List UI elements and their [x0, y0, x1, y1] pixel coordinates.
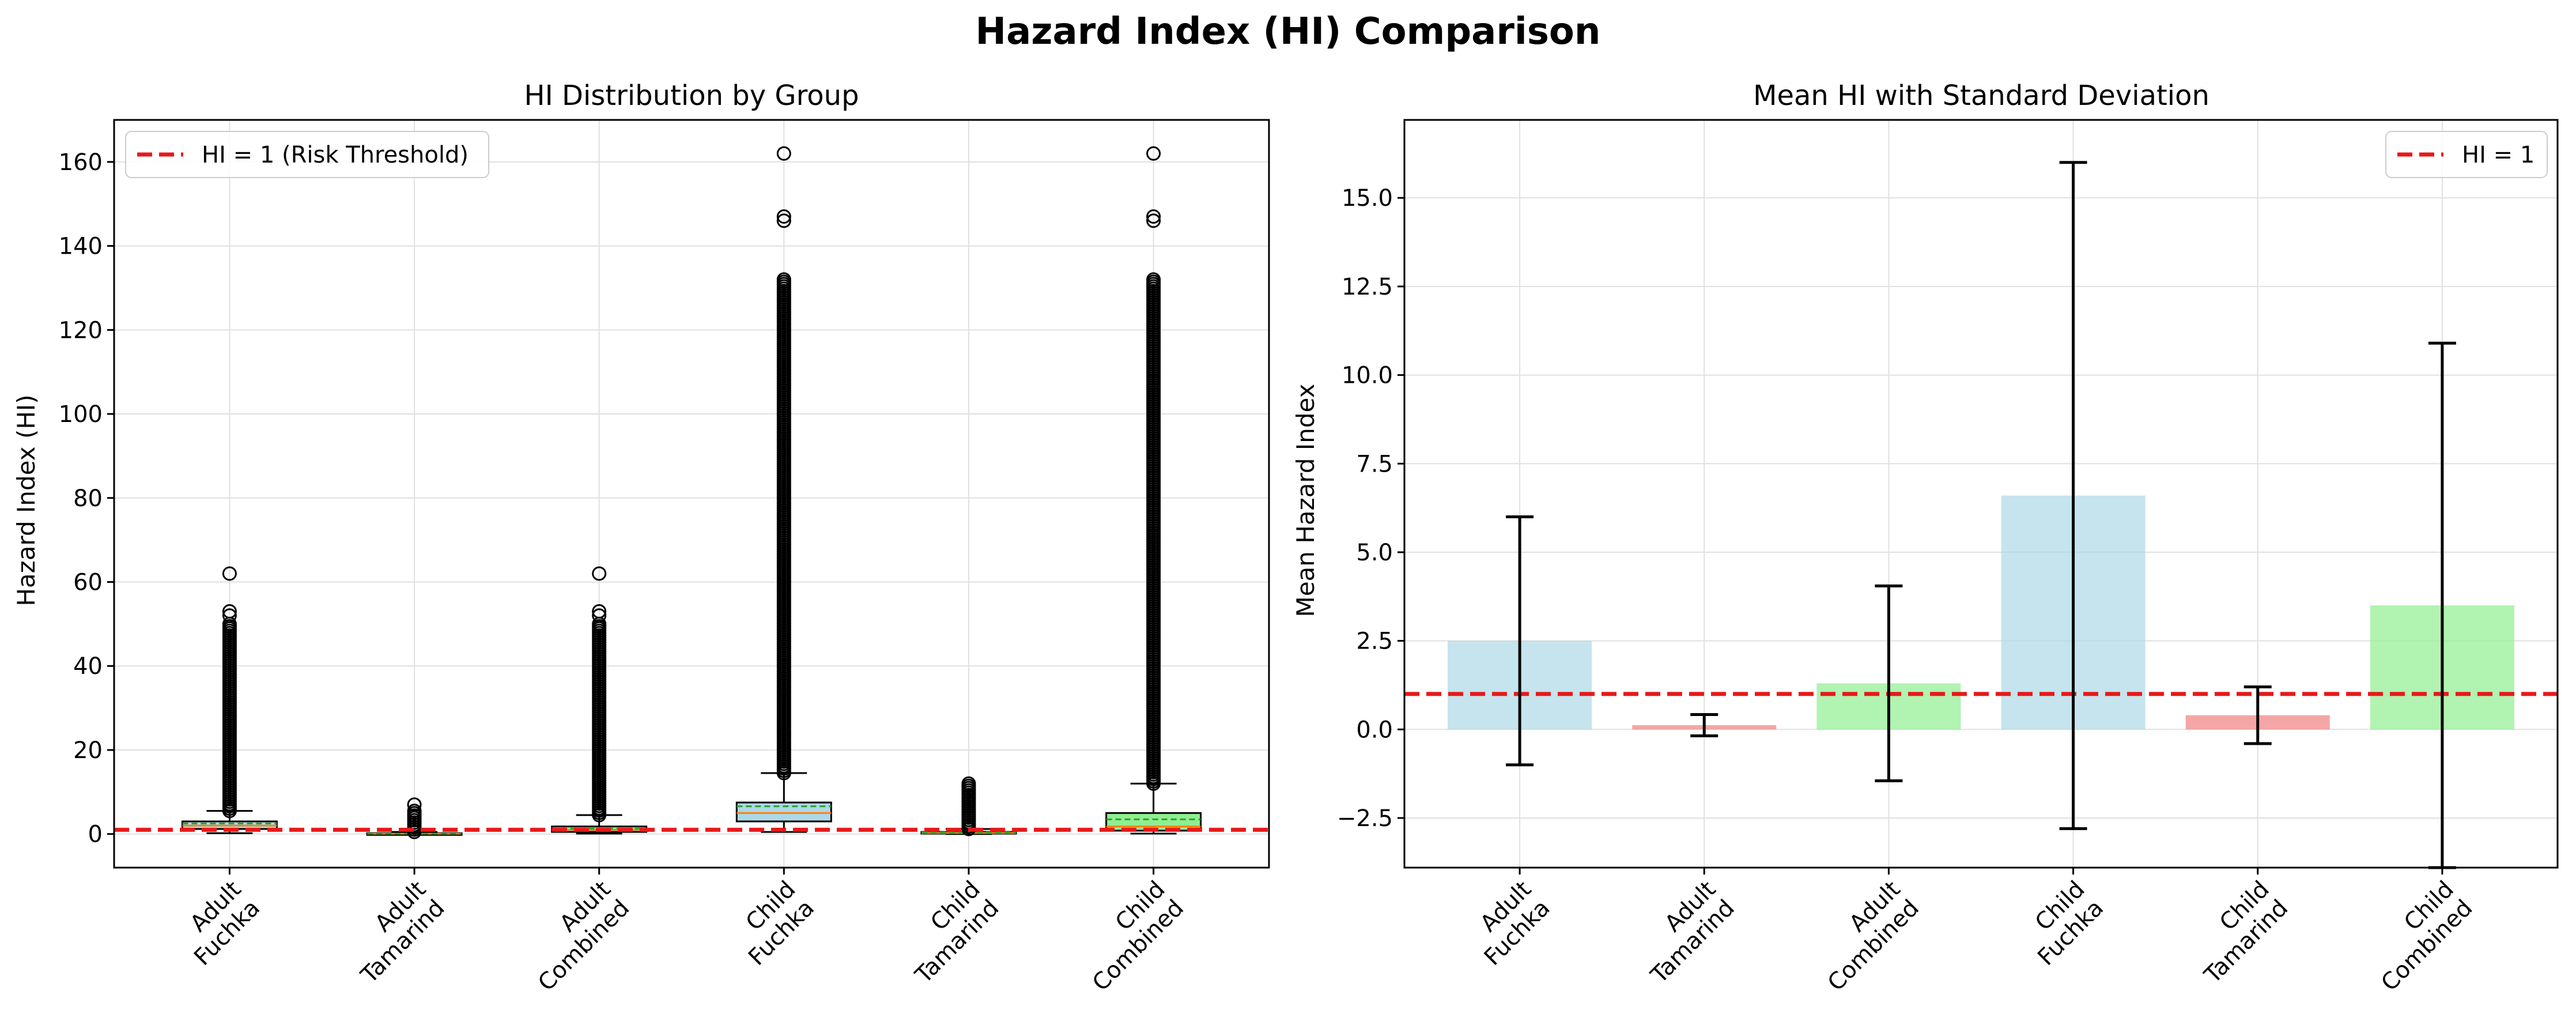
- y-tick-label: 160: [59, 149, 103, 176]
- x-tick-label: AdultFuchka: [1460, 876, 1555, 971]
- y-tick-label: 20: [73, 737, 103, 764]
- box-plot-panel: 0 20 40 60 80 100 120 140 160 AdultFuchka AdultTam…: [59, 119, 1270, 997]
- figure-title: Hazard Index (HI) Comparison: [976, 10, 1601, 53]
- axes-frame: [1403, 119, 2559, 869]
- y-tick-label: 0.0: [1356, 717, 1393, 743]
- outlier-point: [592, 566, 607, 581]
- outlier-point: [592, 608, 607, 623]
- outlier-point: [961, 776, 976, 791]
- outlier-point: [1146, 272, 1161, 287]
- outlier-point: [407, 804, 422, 819]
- outlier-point: [776, 209, 791, 224]
- y-tick-label: 7.5: [1356, 451, 1393, 477]
- left-chart-title: HI Distribution by Group: [524, 80, 859, 112]
- y-tick-label: 2.5: [1356, 628, 1393, 655]
- outlier-point: [1146, 213, 1161, 228]
- x-tick-label: ChildFuchka: [2014, 876, 2109, 971]
- y-tick-label: −2.5: [1337, 805, 1393, 832]
- outlier-point: [776, 272, 791, 287]
- legend: HI = 1 (Risk Threshold): [125, 131, 489, 178]
- y-tick-label: 12.5: [1342, 274, 1393, 300]
- box: [1105, 812, 1202, 832]
- outlier-point: [1146, 209, 1161, 224]
- y-tick-label: 40: [73, 653, 103, 680]
- outlier-point: [776, 146, 791, 161]
- x-tick-label: ChildTamarind: [2180, 876, 2293, 989]
- y-tick-label: 15.0: [1342, 185, 1393, 212]
- outlier-point: [222, 566, 237, 581]
- legend: HI = 1: [2385, 131, 2548, 178]
- x-tick-label: AdultCombined: [1804, 876, 1924, 997]
- outlier-point: [592, 604, 607, 619]
- x-tick-label: AdultTamarind: [337, 876, 450, 989]
- y-tick-label: 140: [59, 233, 103, 260]
- x-tick-label: AdultFuchka: [171, 876, 265, 971]
- y-tick-label: 100: [59, 401, 103, 428]
- right-y-axis-label: Mean Hazard Index: [1291, 383, 1320, 617]
- legend-label: HI = 1 (Risk Threshold): [202, 142, 469, 168]
- box: [735, 801, 832, 823]
- axes-frame: [113, 119, 1270, 869]
- y-tick-label: 60: [73, 570, 103, 596]
- legend-box: [2385, 131, 2548, 178]
- x-tick-label: ChildCombined: [2358, 876, 2478, 997]
- outlier-point: [1146, 146, 1161, 161]
- x-tick-label: ChildFuchka: [725, 876, 819, 971]
- y-tick-label: 80: [73, 485, 103, 512]
- y-tick-label: 10.0: [1342, 363, 1393, 389]
- x-tick-label: AdultCombined: [515, 876, 635, 997]
- x-tick-label: AdultTamarind: [1627, 876, 1740, 989]
- y-tick-label: 120: [59, 317, 103, 344]
- y-tick-label: 5.0: [1356, 540, 1393, 566]
- legend-box: [125, 131, 489, 178]
- right-chart-title: Mean HI with Standard Deviation: [1753, 80, 2209, 112]
- outlier-point: [776, 213, 791, 228]
- x-tick-label: ChildTamarind: [892, 876, 1004, 989]
- legend-label: HI = 1: [2462, 142, 2535, 168]
- y-tick-label: 0: [88, 821, 103, 848]
- outlier-point: [222, 608, 237, 623]
- bar-chart-panel: −2.5 0.0 2.5 5.0 7.5 10.0 12.5 15.0 AdultFuchka A…: [1337, 119, 2559, 997]
- left-y-axis-label: Hazard Index (HI): [12, 394, 40, 606]
- outlier-point: [222, 604, 237, 619]
- outlier-point: [407, 797, 422, 812]
- x-tick-label: ChildCombined: [1068, 876, 1189, 997]
